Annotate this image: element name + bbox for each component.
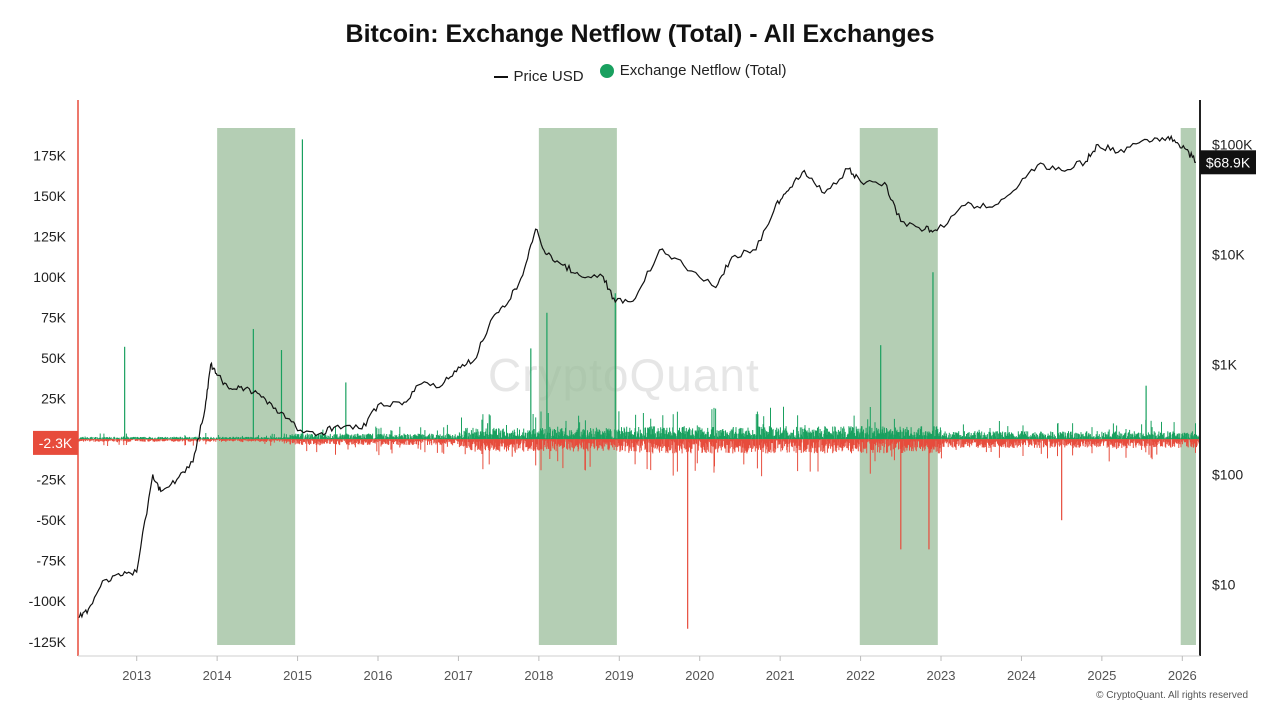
left-tick-label: 125K: [33, 229, 66, 245]
x-tick-label: 2016: [364, 668, 393, 683]
line-swatch-icon: [493, 75, 508, 78]
legend-label-price: Price USD: [513, 68, 584, 85]
copyright-credit: © CryptoQuant. All rights reserved: [1096, 690, 1248, 701]
shaded-period-0: [217, 128, 296, 645]
chart-title: Bitcoin: Exchange Netflow (Total) - All …: [345, 20, 935, 48]
legend-item-netflow[interactable]: Exchange Netflow (Total): [599, 62, 787, 79]
left-tick-label: 50K: [41, 350, 67, 366]
right-tick-label: $100: [1212, 467, 1243, 483]
right-tick-label: $10: [1212, 577, 1236, 593]
chart-legend: Price USD Exchange Netflow (Total): [0, 62, 1280, 85]
dot-swatch-icon: [599, 63, 614, 78]
x-tick-label: 2015: [283, 668, 312, 683]
x-tick-label: 2019: [605, 668, 634, 683]
left-tick-label: -75K: [36, 553, 66, 569]
left-tick-label: -50K: [36, 512, 66, 528]
x-tick-label: 2025: [1087, 668, 1116, 683]
legend-label-netflow: Exchange Netflow (Total): [619, 62, 787, 79]
netflow-bars: [78, 139, 1200, 629]
left-tick-label: 25K: [41, 391, 67, 407]
right-tick-label: $100K: [1212, 137, 1253, 153]
current-netflow-badge: [33, 430, 78, 455]
x-tick-label: 2023: [927, 668, 956, 683]
left-tick-label: -125K: [29, 634, 67, 650]
left-tick-label: 75K: [41, 310, 67, 326]
watermark: CryptoQuant: [488, 349, 760, 401]
left-tick-label: -25K: [36, 472, 66, 488]
current-netflow-label: -2.3K: [39, 435, 73, 451]
shaded-period-2: [859, 128, 938, 645]
right-tick-label: $1K: [1212, 357, 1238, 373]
price-line: [77, 134, 1196, 619]
x-tick-label: 2017: [444, 668, 473, 683]
x-tick-label: 2021: [766, 668, 795, 683]
right-tick-label: $10K: [1212, 247, 1245, 263]
x-tick-label: 2020: [685, 668, 714, 683]
left-tick-label: 100K: [33, 269, 66, 285]
x-tick-label: 2026: [1168, 668, 1197, 683]
legend-item-price[interactable]: Price USD: [493, 68, 584, 85]
current-price-badge: [1200, 150, 1256, 175]
shaded-period-1: [538, 128, 617, 645]
x-tick-label: 2022: [846, 668, 875, 683]
left-tick-label: 175K: [33, 148, 66, 164]
x-tick-label: 2024: [1007, 668, 1036, 683]
x-tick-label: 2013: [122, 668, 151, 683]
left-tick-label: 150K: [33, 188, 66, 204]
x-tick-label: 2018: [524, 668, 553, 683]
shaded-period-3: [1180, 128, 1196, 645]
left-tick-label: -100K: [29, 593, 67, 609]
x-tick-label: 2014: [203, 668, 232, 683]
current-price-label: $68.9K: [1206, 154, 1251, 170]
